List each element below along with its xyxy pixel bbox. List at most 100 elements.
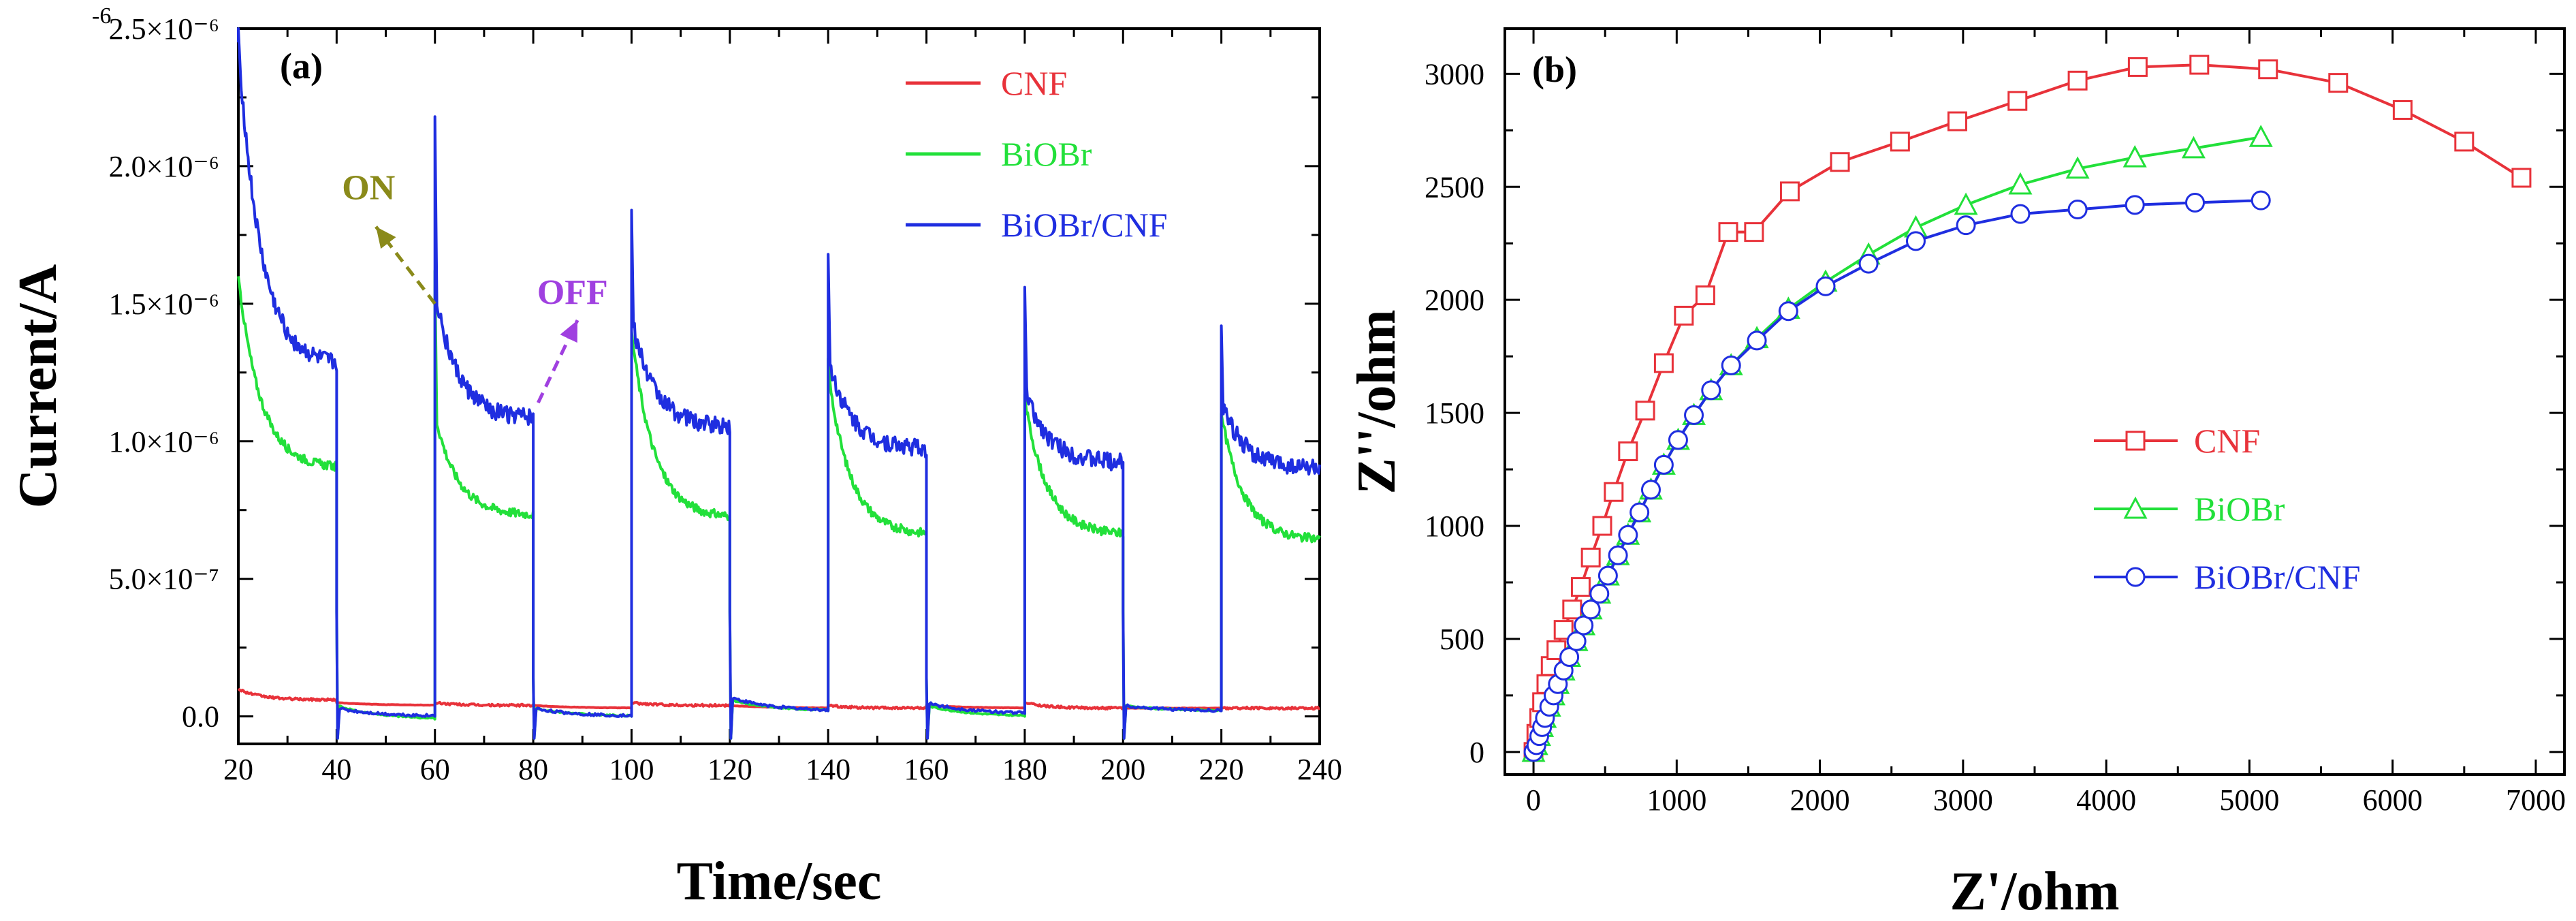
panel-b-point-cnf	[1570, 577, 1591, 597]
panel-b-point-cnf	[1744, 222, 1764, 243]
annotation-arrowhead-off	[560, 320, 578, 343]
panel-b-x-tick-label: 6000	[2363, 783, 2423, 817]
panel-b-point-composite	[1653, 454, 1674, 475]
panel-b-point-composite	[1566, 631, 1587, 651]
panel-a-x-tick-label: 20	[223, 753, 253, 786]
panel-b-point-biobr	[2122, 144, 2147, 168]
panel-a-y-axis-label: Current/A	[8, 264, 68, 509]
panel-b-point-composite	[1629, 502, 1650, 522]
panel-b-point-cnf	[2328, 73, 2349, 93]
panel-b-x-tick-label: 2000	[1790, 783, 1850, 817]
panel-b-point-composite	[2251, 190, 2271, 210]
panel-b-x-tick-label: 4000	[2076, 783, 2136, 817]
panel-b-point-cnf	[1890, 131, 1910, 152]
panel-b-point-cnf	[2258, 59, 2278, 80]
panel-a-x-tick-label: 160	[904, 753, 949, 786]
panel-a-y-tick-label: 5.0×10⁻⁷	[109, 563, 219, 596]
panel-b-point-composite	[1668, 430, 1688, 450]
panel-b-point-composite	[2125, 195, 2145, 215]
panel-b-y-tick-label: 500	[1440, 623, 1484, 656]
panel-a-legend-label-cnf: CNF	[1001, 64, 1067, 102]
panel-b-point-composite	[1815, 276, 1836, 296]
panel-b-point-composite	[1747, 330, 1767, 351]
panel-a-frame	[237, 27, 1321, 745]
panel-a-x-axis-label: Time/sec	[677, 852, 882, 911]
panel-b-point-composite	[1721, 355, 1741, 375]
annotation-label-on: ON	[342, 168, 395, 207]
panel-b-frame	[1504, 27, 2566, 776]
panel-b-point-composite	[1858, 253, 1879, 274]
panel-b-series-cnf	[1523, 54, 2532, 762]
panel-b-x-tick-label: 0	[1526, 783, 1541, 817]
panel-b-nyquist: 0 1000 2000 3000 4000 5000 6000 7000 0 500 1000 150…	[1347, 27, 2566, 921]
panel-a-x-tick-label: 180	[1002, 753, 1047, 786]
panel-b-y-tick-label: 2500	[1425, 170, 1484, 204]
panel-b-point-cnf	[1580, 547, 1601, 567]
panel-b-ticks: 0 1000 2000 3000 4000 5000 6000 7000 0 500 1000 150…	[1425, 29, 2566, 817]
panel-b-point-composite	[1640, 480, 1661, 500]
panel-a-x-tick-label: 80	[518, 753, 548, 786]
panel-b-x-tick-label: 1000	[1647, 783, 1706, 817]
panel-b-point-cnf	[2392, 99, 2413, 120]
panel-b-point-composite	[2067, 199, 2088, 219]
panel-a-ticks: 20 40 60 80 100 120 140 160 180 200 220 240 0.0 5.0×1…	[109, 12, 1342, 786]
panel-b-x-axis-label: Z'/ohm	[1950, 862, 2120, 921]
panel-b-y-axis-label: Z''/ohm	[1347, 309, 1407, 494]
panel-b-point-cnf	[2454, 131, 2475, 152]
panel-b-legend-label-cnf: CNF	[2194, 422, 2260, 460]
panel-a-x-tick-label: 100	[609, 753, 654, 786]
panel-b-legend-marker-cnf	[2125, 431, 2146, 451]
panel-b-point-composite	[1608, 545, 1628, 565]
panel-b-x-tick-label: 5000	[2219, 783, 2279, 817]
panel-b-point-composite	[1701, 380, 1721, 401]
panel-b-point-cnf	[1830, 152, 1850, 172]
panel-a-y-tick-label: 2.0×10⁻⁶	[109, 150, 219, 183]
panel-a-y-tick-label: 1.0×10⁻⁶	[109, 425, 219, 458]
annotation-label-off: OFF	[537, 273, 608, 312]
panel-a-x-tick-label: 220	[1199, 753, 1244, 786]
panel-b-y-tick-label: 1500	[1425, 396, 1484, 430]
panel-b-point-biobr	[1954, 192, 1978, 215]
panel-b-point-cnf	[1653, 353, 1674, 373]
panel-b-point-cnf	[1718, 222, 1738, 243]
annotation-arrowhead-on	[376, 226, 396, 249]
panel-b-line-cnf	[1532, 63, 2522, 753]
panel-b-point-cnf	[1695, 285, 1715, 306]
panel-a-legend-label-composite: BiOBr/CNF	[1001, 206, 1168, 244]
panel-b-point-composite	[2185, 193, 2206, 213]
panel-b-point-cnf	[1618, 441, 1638, 461]
panel-a-x-tick-label: 140	[806, 753, 850, 786]
panel-b-point-composite	[1618, 525, 1638, 545]
panel-b-point-biobr	[2008, 172, 2033, 195]
panel-a-x-tick-label: 60	[420, 753, 450, 786]
panel-b-point-biobr	[2181, 136, 2206, 159]
panel-a-x-tick-label: 120	[707, 753, 752, 786]
panel-a-legend-label-biobr: BiOBr	[1001, 135, 1092, 173]
panel-a-series	[237, 27, 1321, 740]
panel-b-point-biobr	[2065, 156, 2090, 179]
panel-b-line-composite	[1532, 199, 2261, 753]
panel-b-point-cnf	[1947, 111, 1967, 131]
panel-b-point-composite	[1778, 301, 1798, 322]
panel-a-x-tick-label: 40	[321, 753, 351, 786]
panel-b-point-cnf	[1779, 181, 1800, 202]
panel-b-x-tick-label: 3000	[1933, 783, 1993, 817]
panel-b-point-cnf	[2511, 168, 2532, 188]
panel-b-point-cnf	[1562, 599, 1583, 620]
panel-b-point-composite	[1956, 215, 1976, 236]
panel-b-point-cnf	[2007, 91, 2028, 111]
panel-a-x-tick-label: 200	[1100, 753, 1145, 786]
panel-b-point-composite	[1580, 599, 1601, 620]
panel-b-series-composite	[1523, 190, 2271, 762]
panel-b-point-cnf	[2189, 54, 2210, 75]
panel-b-point-cnf	[1592, 516, 1612, 536]
panel-b-point-composite	[1905, 231, 1926, 251]
panel-b-point-composite	[1574, 615, 1594, 636]
panel-b-legend-marker-composite	[2125, 567, 2146, 587]
panel-b-y-tick-label: 3000	[1425, 57, 1484, 91]
panel-a-x-tick-label: 240	[1297, 753, 1342, 786]
panel-a-y-tick-label: 2.5×10⁻⁶	[109, 12, 219, 46]
panel-b-point-composite	[2010, 204, 2031, 224]
panel-a-annotations: ON OFF	[342, 168, 608, 404]
panel-b-point-cnf	[2067, 70, 2088, 91]
